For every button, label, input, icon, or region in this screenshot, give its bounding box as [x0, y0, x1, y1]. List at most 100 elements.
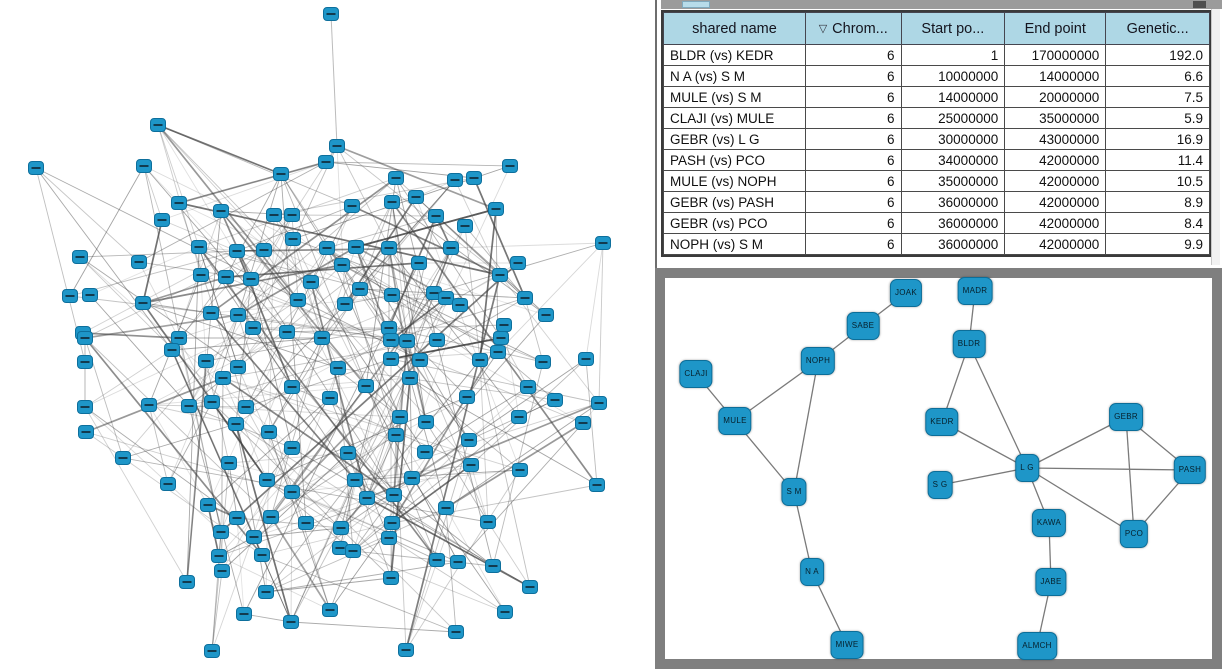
- network-node[interactable]: [347, 473, 363, 487]
- graph-edge[interactable]: [388, 247, 520, 418]
- table-cell[interactable]: PASH (vs) PCO: [663, 149, 806, 171]
- graph-edge[interactable]: [329, 550, 354, 611]
- graph-edge[interactable]: [365, 385, 447, 509]
- graph-edge[interactable]: [261, 554, 457, 633]
- graph-edge[interactable]: [393, 304, 461, 496]
- graph-edge[interactable]: [157, 124, 200, 248]
- table-cell[interactable]: GEBR (vs) PCO: [663, 212, 806, 234]
- network-node[interactable]: [283, 615, 299, 629]
- graph-edge[interactable]: [261, 554, 292, 623]
- graph-edge[interactable]: [142, 302, 339, 369]
- graph-edge[interactable]: [297, 299, 395, 496]
- table-cell[interactable]: 36000000: [900, 212, 1006, 234]
- graph-edge[interactable]: [236, 205, 353, 252]
- table-cell[interactable]: 8.4: [1105, 212, 1210, 234]
- graph-edge[interactable]: [325, 161, 511, 167]
- graph-edge[interactable]: [291, 396, 468, 493]
- graph-edge[interactable]: [424, 314, 547, 453]
- table-cell[interactable]: 25000000: [900, 107, 1006, 129]
- network-node[interactable]: [411, 256, 427, 270]
- graph-edge[interactable]: [69, 165, 145, 297]
- graph-edge[interactable]: [266, 479, 342, 529]
- graph-edge[interactable]: [252, 327, 395, 496]
- network-node[interactable]: [284, 441, 300, 455]
- network-node[interactable]: [589, 478, 605, 492]
- network-node[interactable]: [254, 548, 270, 562]
- graph-edge[interactable]: [211, 401, 392, 579]
- network-node[interactable]: [578, 352, 594, 366]
- graph-node-kedr[interactable]: KEDR: [925, 408, 959, 436]
- graph-edge[interactable]: [585, 358, 598, 486]
- network-node[interactable]: [512, 463, 528, 477]
- network-node[interactable]: [490, 345, 506, 359]
- network-node[interactable]: [323, 7, 339, 21]
- network-node[interactable]: [340, 446, 356, 460]
- network-node[interactable]: [228, 417, 244, 431]
- network-node[interactable]: [450, 555, 466, 569]
- column-header-chrom[interactable]: ▽ Chrom...: [804, 12, 902, 45]
- table-row[interactable]: GEBR (vs) PASH 6 36000000 42000000 8.9: [663, 191, 1210, 213]
- network-node[interactable]: [383, 571, 399, 585]
- graph-edge[interactable]: [235, 423, 267, 593]
- graph-edge[interactable]: [35, 167, 173, 351]
- graph-edge[interactable]: [157, 124, 353, 207]
- graph-node-s-g[interactable]: S G: [927, 471, 953, 499]
- graph-edge[interactable]: [84, 349, 173, 408]
- network-node[interactable]: [62, 289, 78, 303]
- graph-edge[interactable]: [218, 479, 356, 557]
- graph-edge[interactable]: [245, 406, 293, 493]
- network-node[interactable]: [399, 334, 415, 348]
- graph-edge[interactable]: [228, 462, 368, 499]
- network-node[interactable]: [595, 236, 611, 250]
- network-node[interactable]: [273, 167, 289, 181]
- graph-edge[interactable]: [205, 327, 390, 362]
- graph-edge[interactable]: [341, 264, 544, 363]
- graph-edge[interactable]: [265, 494, 395, 593]
- network-node[interactable]: [418, 415, 434, 429]
- graph-edge[interactable]: [253, 527, 342, 538]
- graph-edge[interactable]: [148, 404, 169, 485]
- graph-edge[interactable]: [388, 537, 506, 613]
- network-node[interactable]: [466, 171, 482, 185]
- table-tab-indicator[interactable]: [682, 1, 710, 8]
- graph-edge[interactable]: [261, 522, 393, 556]
- graph-edge[interactable]: [225, 276, 254, 329]
- graph-edge[interactable]: [292, 238, 435, 294]
- network-node[interactable]: [82, 288, 98, 302]
- graph-edge[interactable]: [265, 577, 392, 593]
- table-cell[interactable]: 6.6: [1105, 65, 1210, 87]
- table-cell[interactable]: 6: [804, 191, 902, 213]
- graph-edge[interactable]: [352, 439, 470, 552]
- graph-edge-SG-LG[interactable]: [939, 467, 1028, 486]
- graph-node-claji[interactable]: CLAJI: [679, 360, 713, 388]
- graph-node-noph[interactable]: NOPH: [800, 347, 836, 375]
- table-cell[interactable]: 20000000: [1004, 86, 1107, 108]
- graph-edge[interactable]: [409, 377, 447, 509]
- graph-node-bldr[interactable]: BLDR: [952, 330, 986, 358]
- network-node[interactable]: [238, 400, 254, 414]
- graph-edge[interactable]: [235, 423, 292, 623]
- network-node[interactable]: [510, 256, 526, 270]
- graph-edge[interactable]: [237, 214, 293, 368]
- graph-edge[interactable]: [291, 491, 459, 563]
- graph-edge[interactable]: [395, 177, 502, 339]
- graph-edge[interactable]: [454, 179, 501, 276]
- table-cell[interactable]: MULE (vs) S M: [663, 86, 806, 108]
- graph-edge[interactable]: [326, 247, 481, 361]
- graph-edge[interactable]: [479, 359, 531, 588]
- network-node[interactable]: [496, 318, 512, 332]
- table-row[interactable]: GEBR (vs) PCO 6 36000000 42000000 8.4: [663, 212, 1210, 234]
- graph-edge[interactable]: [245, 358, 392, 408]
- graph-edge[interactable]: [355, 208, 497, 248]
- graph-edge[interactable]: [352, 507, 447, 552]
- network-node[interactable]: [77, 331, 93, 345]
- network-node[interactable]: [384, 195, 400, 209]
- graph-edge[interactable]: [143, 165, 288, 333]
- network-node[interactable]: [480, 515, 496, 529]
- graph-edge[interactable]: [326, 247, 547, 316]
- table-cell[interactable]: 42000000: [1004, 191, 1107, 213]
- graph-edge[interactable]: [236, 250, 438, 561]
- graph-edge[interactable]: [341, 264, 499, 353]
- graph-edge[interactable]: [347, 452, 494, 567]
- graph-edge[interactable]: [290, 491, 293, 623]
